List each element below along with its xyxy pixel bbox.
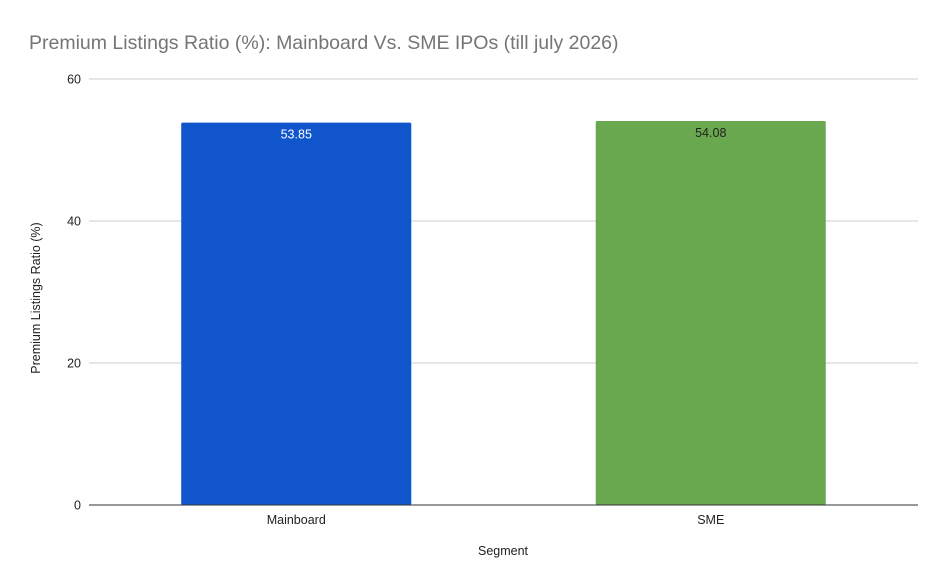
x-axis-ticks: Mainboard SME (267, 513, 725, 527)
x-tick-label: Mainboard (267, 513, 326, 527)
data-label: 53.85 (281, 128, 312, 142)
y-axis-ticks: 0 20 40 60 (67, 73, 81, 513)
y-tick-label: 40 (67, 215, 81, 229)
bars (181, 121, 826, 506)
data-label: 54.08 (695, 126, 726, 140)
y-tick-label: 0 (74, 499, 81, 513)
y-axis-title: Premium Listings Ratio (%) (29, 222, 43, 373)
data-labels: 53.85 54.08 (281, 126, 727, 142)
x-axis-title: Segment (478, 544, 529, 558)
x-tick-label: SME (697, 513, 724, 527)
chart-title: Premium Listings Ratio (%): Mainboard Vs… (29, 32, 619, 54)
bar-sme (595, 121, 826, 506)
y-tick-label: 60 (67, 73, 81, 87)
bar-mainboard (181, 122, 412, 505)
y-tick-label: 20 (67, 357, 81, 371)
